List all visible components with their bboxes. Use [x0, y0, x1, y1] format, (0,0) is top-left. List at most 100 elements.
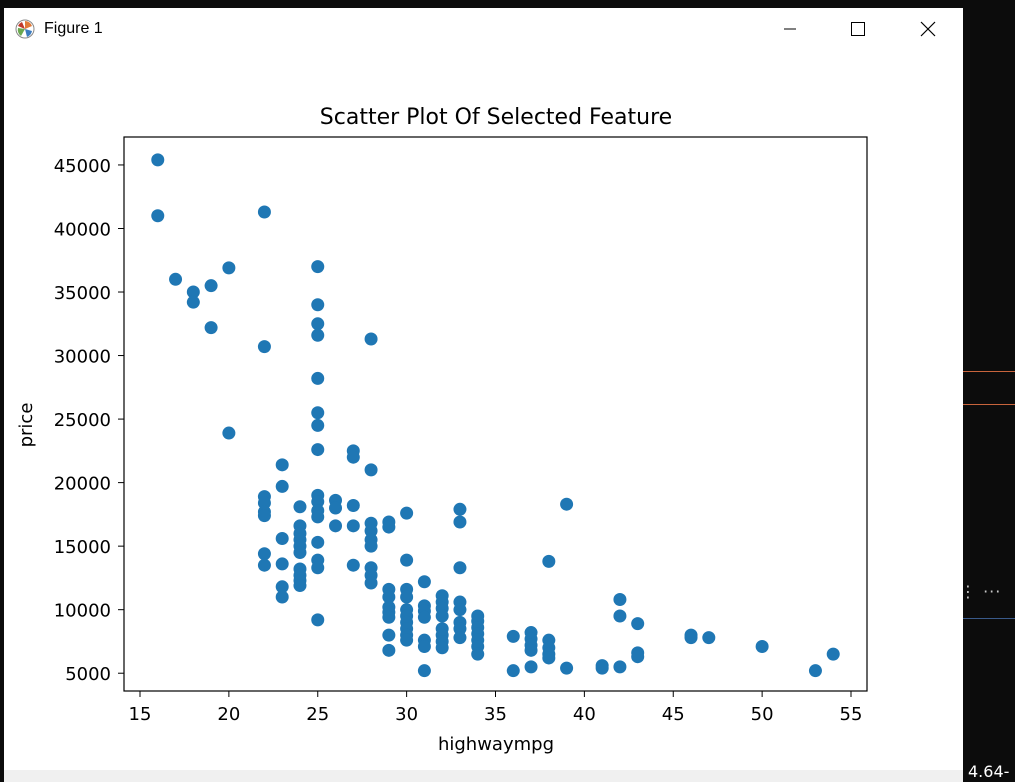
data-point	[755, 640, 769, 654]
window-titlebar[interactable]: Figure 1	[4, 8, 963, 50]
data-point	[542, 554, 556, 568]
data-point	[364, 463, 378, 477]
x-tick-label: 25	[306, 704, 329, 725]
minimize-icon	[784, 28, 796, 30]
data-point	[275, 557, 289, 571]
data-point	[222, 261, 236, 275]
data-point	[364, 576, 378, 590]
data-point	[293, 546, 307, 559]
data-point	[453, 622, 467, 636]
data-point	[311, 328, 325, 342]
y-tick-label: 25000	[54, 410, 111, 431]
y-tick-label: 30000	[54, 347, 111, 368]
close-icon	[920, 21, 936, 37]
x-tick-label: 40	[573, 704, 596, 725]
data-point	[471, 647, 485, 661]
data-point	[506, 664, 520, 678]
plot-frame	[123, 136, 868, 692]
data-point	[400, 590, 414, 604]
data-point	[275, 580, 289, 594]
data-point	[222, 426, 236, 440]
data-point	[346, 450, 360, 464]
minimize-button[interactable]	[755, 8, 825, 50]
x-tick-label: 30	[395, 704, 418, 725]
x-tick-label: 15	[129, 704, 152, 725]
data-point	[453, 631, 467, 645]
y-axis-label: price	[16, 403, 37, 448]
data-point	[453, 561, 467, 575]
data-point	[311, 418, 325, 432]
data-point	[311, 510, 325, 524]
toolbar-strip	[4, 770, 963, 782]
data-point	[293, 579, 307, 593]
data-point	[382, 590, 396, 604]
y-tick-label: 5000	[65, 664, 111, 685]
data-point	[257, 509, 271, 523]
data-point	[151, 153, 165, 167]
data-point	[417, 610, 431, 624]
data-point	[453, 502, 467, 516]
window-title: Figure 1	[44, 20, 103, 37]
data-point	[329, 519, 343, 533]
figure-window: Figure 1 Scatter Plot Of Selected Featur…	[4, 8, 963, 782]
data-point	[417, 575, 431, 589]
maximize-button[interactable]	[823, 8, 893, 50]
data-point	[382, 643, 396, 657]
data-point	[702, 631, 716, 645]
data-point	[382, 610, 396, 624]
y-tick-label: 45000	[54, 156, 111, 177]
data-point	[311, 298, 325, 312]
data-point	[346, 498, 360, 512]
x-tick-label: 50	[751, 704, 774, 725]
x-tick-label: 55	[840, 704, 863, 725]
chart-title: Scatter Plot Of Selected Feature	[320, 105, 672, 130]
data-point	[275, 458, 289, 472]
close-button[interactable]	[893, 8, 963, 50]
more-options-icon[interactable]: ⋮ ···	[960, 582, 1002, 601]
data-point	[506, 629, 520, 643]
data-point	[400, 633, 414, 647]
data-point	[346, 519, 360, 533]
data-point	[257, 547, 271, 561]
data-point	[293, 500, 307, 514]
data-point	[542, 651, 556, 665]
data-point	[613, 660, 627, 674]
data-point	[311, 371, 325, 385]
data-point	[417, 664, 431, 678]
data-point	[275, 479, 289, 493]
x-axis-label: highwaympg	[438, 734, 554, 755]
data-point	[453, 603, 467, 617]
data-point	[613, 609, 627, 623]
data-point	[524, 660, 538, 674]
data-point	[186, 285, 200, 299]
data-point	[808, 664, 822, 678]
data-point	[311, 406, 325, 420]
data-point	[346, 558, 360, 572]
data-point	[560, 661, 574, 675]
y-tick-label: 15000	[54, 537, 111, 558]
data-point	[169, 272, 183, 286]
data-point	[151, 209, 165, 223]
data-point	[400, 553, 414, 567]
data-point	[311, 535, 325, 549]
data-point	[560, 497, 574, 511]
data-point	[524, 643, 538, 657]
data-point	[631, 617, 645, 631]
desktop-panel-divider	[963, 618, 1015, 619]
desktop-accent-line	[963, 404, 1015, 405]
data-point	[684, 631, 698, 645]
y-tick-label: 35000	[54, 283, 111, 304]
plot-area: 15 20 25 30 35 40 45 50 55 5000 10000 15000 20000 250…	[54, 136, 868, 725]
y-tick-label: 20000	[54, 474, 111, 495]
data-point	[595, 661, 609, 675]
background-text-fragment: 4.64-	[968, 762, 1010, 781]
data-point	[329, 501, 343, 515]
x-tick-label: 45	[662, 704, 685, 725]
data-point	[364, 524, 378, 538]
y-tick-label: 10000	[54, 601, 111, 622]
data-point	[257, 340, 271, 354]
data-point	[631, 650, 645, 664]
data-point	[257, 496, 271, 510]
data-point	[400, 506, 414, 520]
x-tick-label: 35	[484, 704, 507, 725]
